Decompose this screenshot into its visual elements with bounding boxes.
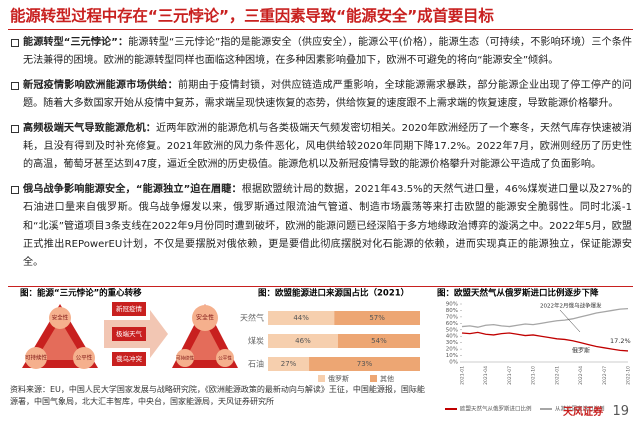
right-inner [185, 322, 225, 360]
logo: 天风证券 [563, 407, 603, 418]
bar [337, 334, 420, 348]
divider [8, 286, 633, 287]
category-label: 天然气 [240, 313, 264, 323]
factor-label: 新冠疫情 [116, 304, 143, 313]
x-tick-label: 2021-04 [483, 366, 489, 385]
y-tick-label: 50% [446, 327, 458, 333]
title-rule [8, 29, 633, 30]
vertex [73, 347, 95, 369]
bar [268, 357, 310, 371]
category-label: 煤炭 [248, 336, 264, 346]
line [461, 331, 629, 352]
bullet: 能源转型“三元悖论”：能源转型“三元悖论”指的是能源安全（供应安全），能源公平(… [10, 34, 632, 71]
bullet: 新冠疫情影响欧洲能源市场供给：前期由于疫情封锁，对供应链造成严重影响，全球能源需… [10, 77, 632, 114]
vertex-label: 安全性 [52, 314, 69, 322]
value-label: 46% [295, 337, 311, 345]
value-label: 44% [293, 314, 309, 322]
y-tick-label: 90% [446, 302, 458, 308]
vertex-label: 安全性 [196, 314, 214, 322]
factor-box [112, 302, 146, 316]
bullet: 俄乌战争影响能源安全，“能源独立”迫在眉睫：根据欧盟统计局的数据，2021年43… [10, 181, 632, 273]
bullet-lead: 能源转型“三元悖论”： [23, 37, 129, 48]
vertex-label: 公平性 [218, 355, 232, 362]
bullet-text: 根据欧盟统计局的数据，2021年43.5%的天然气进口量，46%煤炭进口量以及2… [23, 183, 632, 269]
factor-box [112, 327, 146, 341]
x-tick-label: 2021-10 [531, 366, 537, 385]
annotation: 2022年2月俄乌战争爆发 [540, 302, 602, 310]
y-tick-label: 70% [446, 314, 458, 320]
x-tick-label: 2021-01 [460, 366, 466, 385]
bullet-text: 能源转型“三元悖论”指的是能源安全（供应安全），能源公平(价格），能源生态（可持… [23, 37, 632, 67]
factor-label: 极端天气 [116, 329, 143, 338]
legend-swatch [318, 375, 325, 382]
legend-label: 俄罗斯 [328, 374, 349, 383]
factor-box [112, 352, 146, 366]
bar [268, 311, 335, 325]
vertex [176, 349, 194, 367]
legend-label: 欧盟天然气从俄罗斯进口比例 [460, 405, 532, 413]
value-label: 57% [369, 314, 385, 322]
bullet-text: 前期由于疫情封锁，对供应链造成严重影响，全球能源需求暴跌，部分能源企业出现了停工… [23, 79, 632, 110]
y-tick-label: 20% [446, 347, 458, 353]
vertex [25, 347, 47, 369]
source: 资料来源：EU，中国人民大学国家发展与战略研究院，《欧洲能源政策的最新动向与解读… [10, 385, 425, 406]
bar [268, 334, 338, 348]
legend-label: 从其他国家进口比例 [555, 405, 605, 413]
legend-label: 其他 [380, 374, 394, 383]
value-label: 54% [371, 337, 387, 345]
value-label: 27% [281, 360, 297, 368]
chart-title: 图：欧盟天然气从俄罗斯进口比例逐步下降 [437, 288, 599, 299]
vertex-label: 可持续性 [176, 355, 194, 362]
vertex [192, 305, 218, 331]
bar [334, 311, 420, 325]
vertex [216, 349, 234, 367]
left-inner [36, 320, 84, 360]
annotation-line [559, 309, 581, 333]
y-tick-label: 60% [446, 321, 458, 327]
annotation: 17.2% [610, 337, 631, 345]
category-label: 石油 [248, 359, 264, 369]
bullets: 能源转型“三元悖论”：能源转型“三元悖论”指的是能源安全（供应安全），能源公平(… [10, 34, 632, 279]
y-tick-label: 30% [446, 340, 458, 346]
x-tick-label: 2022-04 [578, 366, 584, 385]
y-tick-label: 0% [449, 360, 458, 366]
y-tick-label: 10% [446, 353, 458, 359]
bar [309, 357, 420, 371]
page-number: 19 [612, 404, 629, 419]
y-tick-label: 80% [446, 308, 458, 314]
bullet: 高频极端天气导致能源危机：近两年欧洲的能源危机与各类极端天气频发密切相关。202… [10, 120, 632, 175]
vertex-label: 公平性 [76, 354, 93, 362]
y-tick-label: 40% [446, 334, 458, 340]
factor-label: 俄乌冲突 [116, 354, 143, 363]
x-tick-label: 2021-07 [507, 366, 513, 385]
title: 能源转型过程中存在“三元悖论”，三重因素导致“能源安全”成首要目标 [10, 7, 494, 25]
chart-title: 图：欧盟能源进口来源国占比（2021） [258, 288, 409, 299]
legend-swatch [370, 375, 377, 382]
x-tick-label: 2022-07 [602, 366, 608, 385]
annotation: 俄罗斯 [572, 347, 590, 355]
diagram-caption: 图：能源“三元悖论”的重心转移 [20, 288, 142, 299]
bullet-lead: 俄乌战争影响能源安全，“能源独立”迫在眉睫： [23, 183, 242, 195]
x-tick-label: 2022-01 [554, 366, 560, 385]
bullet-lead: 新冠疫情影响欧洲能源市场供给： [23, 79, 178, 91]
bullet-text: 近两年欧洲的能源危机与各类极端天气频发密切相关。2020年欧洲经历了一个寒冬，天… [23, 122, 633, 171]
line [461, 307, 629, 328]
vertex [49, 307, 71, 329]
bullet-lead: 高频极端天气导致能源危机： [23, 122, 157, 134]
vertex-label: 可持续性 [25, 354, 48, 362]
x-tick-label: 2022-10 [626, 366, 632, 385]
value-label: 73% [357, 360, 373, 368]
